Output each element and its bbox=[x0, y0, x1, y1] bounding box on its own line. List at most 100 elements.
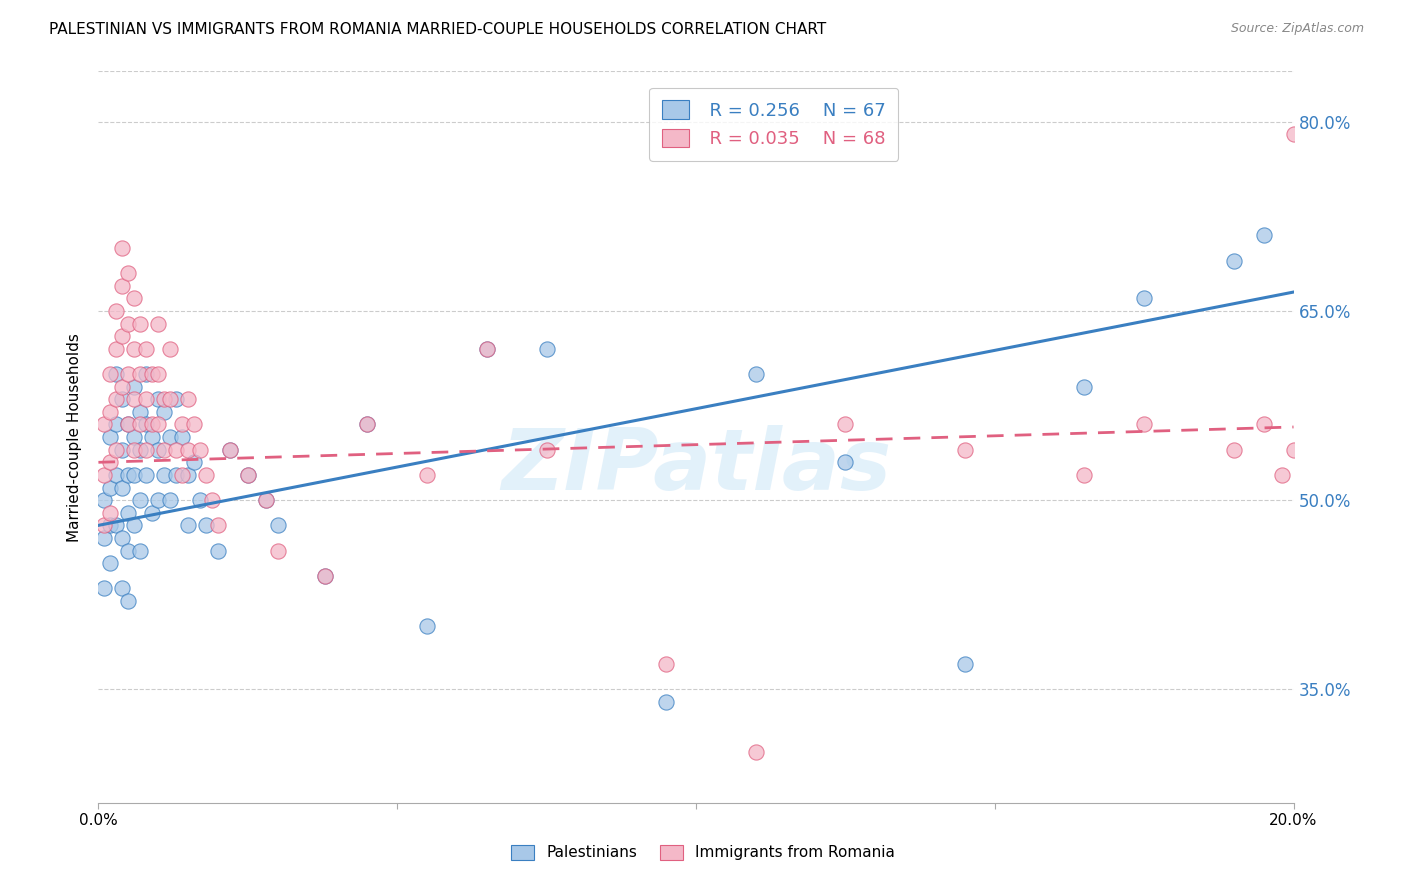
Point bbox=[105, 367, 128, 381]
Point bbox=[159, 342, 181, 356]
Point bbox=[117, 543, 139, 558]
Point bbox=[183, 417, 205, 432]
Point bbox=[111, 392, 134, 407]
Point bbox=[129, 317, 152, 331]
Point bbox=[105, 304, 128, 318]
Point bbox=[111, 379, 134, 393]
Point bbox=[124, 392, 146, 407]
Point bbox=[416, 619, 439, 633]
Point bbox=[117, 417, 139, 432]
Point bbox=[315, 569, 337, 583]
Point bbox=[98, 405, 122, 419]
Point bbox=[172, 417, 194, 432]
Point bbox=[105, 417, 128, 432]
Point bbox=[153, 467, 176, 482]
Point bbox=[135, 367, 157, 381]
Point bbox=[177, 467, 200, 482]
Point bbox=[129, 417, 152, 432]
Point bbox=[1253, 417, 1275, 432]
Point bbox=[105, 467, 128, 482]
Point bbox=[148, 442, 170, 457]
Point bbox=[195, 518, 218, 533]
Point bbox=[1073, 467, 1095, 482]
Point bbox=[236, 467, 259, 482]
Point bbox=[111, 241, 134, 255]
Point bbox=[135, 442, 157, 457]
Point bbox=[93, 531, 115, 545]
Point bbox=[1133, 417, 1156, 432]
Point bbox=[188, 442, 211, 457]
Point bbox=[356, 417, 378, 432]
Point bbox=[105, 442, 128, 457]
Point bbox=[117, 417, 139, 432]
Point bbox=[111, 531, 134, 545]
Point bbox=[254, 493, 277, 508]
Point bbox=[98, 506, 122, 520]
Point bbox=[135, 417, 157, 432]
Point bbox=[98, 455, 122, 469]
Point bbox=[93, 582, 115, 596]
Point bbox=[98, 430, 122, 444]
Point bbox=[1223, 253, 1246, 268]
Point bbox=[153, 392, 176, 407]
Point bbox=[536, 342, 558, 356]
Point bbox=[111, 582, 134, 596]
Point bbox=[1282, 442, 1305, 457]
Point bbox=[98, 481, 122, 495]
Point bbox=[135, 342, 157, 356]
Point bbox=[207, 518, 229, 533]
Point bbox=[148, 317, 170, 331]
Point bbox=[117, 317, 139, 331]
Y-axis label: Married-couple Households: Married-couple Households bbox=[67, 333, 83, 541]
Point bbox=[172, 430, 194, 444]
Point bbox=[172, 467, 194, 482]
Point bbox=[1133, 291, 1156, 305]
Point bbox=[153, 442, 176, 457]
Point bbox=[105, 518, 128, 533]
Point bbox=[98, 556, 122, 570]
Point bbox=[93, 467, 115, 482]
Point bbox=[254, 493, 277, 508]
Point bbox=[124, 467, 146, 482]
Point bbox=[195, 467, 218, 482]
Point bbox=[536, 442, 558, 457]
Point bbox=[98, 367, 122, 381]
Point bbox=[148, 392, 170, 407]
Point bbox=[475, 342, 498, 356]
Point bbox=[124, 342, 146, 356]
Point bbox=[188, 493, 211, 508]
Point bbox=[111, 329, 134, 343]
Point bbox=[159, 493, 181, 508]
Point bbox=[1073, 379, 1095, 393]
Point bbox=[416, 467, 439, 482]
Point bbox=[745, 367, 768, 381]
Point bbox=[124, 430, 146, 444]
Point bbox=[219, 442, 242, 457]
Point bbox=[475, 342, 498, 356]
Point bbox=[183, 455, 205, 469]
Point bbox=[129, 543, 152, 558]
Point bbox=[111, 442, 134, 457]
Point bbox=[135, 467, 157, 482]
Point bbox=[148, 417, 170, 432]
Point bbox=[129, 367, 152, 381]
Point bbox=[315, 569, 337, 583]
Legend: Palestinians, Immigrants from Romania: Palestinians, Immigrants from Romania bbox=[505, 838, 901, 866]
Point bbox=[117, 467, 139, 482]
Point bbox=[177, 518, 200, 533]
Point bbox=[745, 745, 768, 759]
Point bbox=[105, 342, 128, 356]
Point bbox=[356, 417, 378, 432]
Point bbox=[111, 481, 134, 495]
Point bbox=[201, 493, 224, 508]
Point bbox=[117, 266, 139, 280]
Point bbox=[953, 442, 976, 457]
Point bbox=[117, 367, 139, 381]
Point bbox=[141, 506, 163, 520]
Point bbox=[117, 594, 139, 608]
Text: ZIPatlas: ZIPatlas bbox=[501, 425, 891, 508]
Point bbox=[129, 493, 152, 508]
Point bbox=[177, 392, 200, 407]
Point bbox=[177, 442, 200, 457]
Point bbox=[834, 417, 856, 432]
